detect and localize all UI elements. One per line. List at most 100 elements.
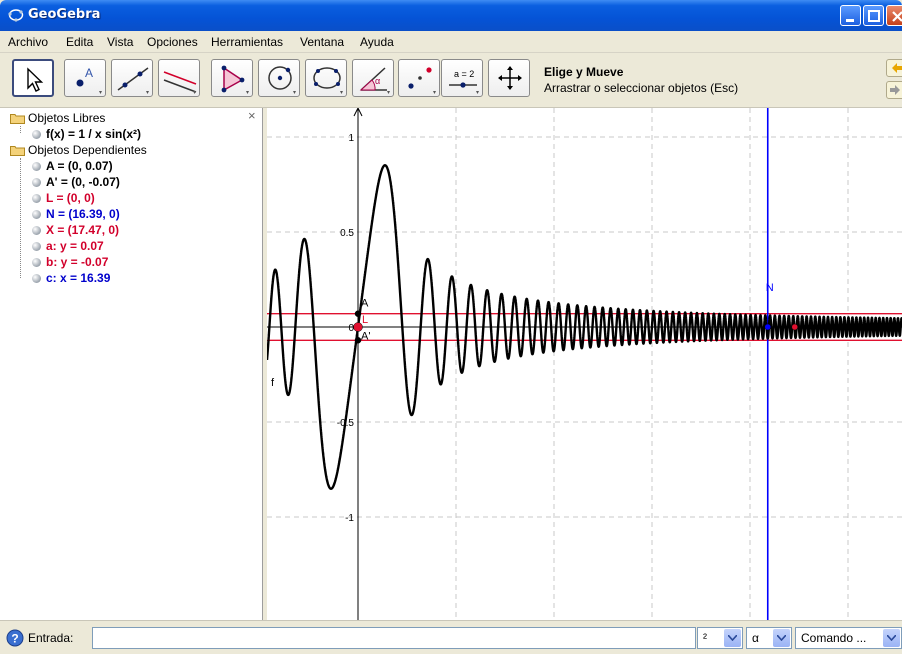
algebra-view: × Objetos Libres f(x) = 1 / x sin(x²) Ob… bbox=[0, 108, 263, 620]
undo-button[interactable] bbox=[886, 59, 902, 77]
polygon-icon bbox=[221, 65, 249, 94]
move-graphics-view-icon bbox=[498, 66, 522, 90]
new-point-icon: A bbox=[76, 66, 102, 94]
point-L[interactable] bbox=[353, 322, 363, 332]
visibility-toggle-icon[interactable] bbox=[32, 242, 41, 251]
y-axis-arrow bbox=[353, 108, 363, 117]
maximize-button[interactable] bbox=[863, 5, 884, 26]
tree-connector bbox=[20, 126, 21, 133]
algebra-item-label: N = (16.39, 0) bbox=[46, 207, 120, 221]
algebra-item-label: L = (0, 0) bbox=[46, 191, 95, 205]
folder-label: Objetos Libres bbox=[28, 111, 106, 125]
geogebra-logo-icon bbox=[8, 9, 24, 22]
circle-center-point-icon bbox=[268, 66, 296, 94]
function-f-curve[interactable] bbox=[267, 164, 902, 490]
greek-symbol-dropdown[interactable]: α bbox=[746, 627, 792, 649]
tool-reflect[interactable] bbox=[398, 59, 440, 97]
dropdown-arrow[interactable] bbox=[883, 629, 900, 647]
tool-line[interactable] bbox=[111, 59, 153, 97]
menu-ayuda[interactable]: Ayuda bbox=[360, 35, 394, 49]
algebra-item-label: a: y = 0.07 bbox=[46, 239, 104, 253]
tool-circle[interactable] bbox=[258, 59, 300, 97]
tool-slider[interactable]: a = 2 bbox=[441, 59, 483, 97]
visibility-toggle-icon[interactable] bbox=[32, 194, 41, 203]
tree-connector bbox=[20, 158, 21, 278]
visibility-toggle-icon[interactable] bbox=[32, 226, 41, 235]
input-field[interactable] bbox=[92, 627, 696, 649]
menu-herramientas[interactable]: Herramientas bbox=[211, 35, 284, 49]
command-value: Comando ... bbox=[801, 631, 867, 645]
svg-text:?: ? bbox=[11, 632, 18, 646]
visibility-toggle-icon[interactable] bbox=[32, 274, 41, 283]
chevron-down-icon bbox=[887, 635, 896, 641]
command-dropdown[interactable]: Comando ... bbox=[795, 627, 902, 649]
point-A[interactable] bbox=[354, 310, 362, 317]
menu-vista[interactable]: Vista bbox=[107, 35, 134, 49]
input-bar: ? Entrada: ² α Comando ... bbox=[0, 620, 902, 654]
svg-text:a = 2: a = 2 bbox=[454, 69, 474, 79]
point-A-prime-label: A' bbox=[361, 330, 370, 342]
menu-ventana[interactable]: Ventana bbox=[300, 35, 345, 49]
graphics-canvas[interactable]: 1 0.5 0 -0.5 -1 f A A' L N bbox=[267, 108, 902, 620]
visibility-toggle-icon[interactable] bbox=[32, 178, 41, 187]
point-N-label: N bbox=[766, 282, 774, 294]
dropdown-arrow[interactable] bbox=[773, 629, 790, 647]
menu-archivo[interactable]: Archivo bbox=[8, 35, 49, 49]
redo-icon bbox=[890, 85, 900, 95]
y-tick-label: 0.5 bbox=[340, 228, 354, 239]
angle-icon: α bbox=[359, 67, 390, 94]
help-icon[interactable]: ? bbox=[6, 629, 24, 647]
redo-button[interactable] bbox=[886, 81, 902, 99]
input-label: Entrada: bbox=[28, 631, 74, 645]
tool-tip-title: Elige y Mueve bbox=[544, 65, 624, 79]
menu-edita[interactable]: Edita bbox=[66, 35, 94, 49]
move-arrow-icon bbox=[27, 67, 44, 92]
visibility-toggle-icon[interactable] bbox=[32, 162, 41, 171]
dropdown-arrow[interactable] bbox=[724, 629, 741, 647]
axes bbox=[267, 108, 902, 620]
close-icon bbox=[892, 11, 902, 22]
grid bbox=[267, 108, 902, 620]
folder-icon bbox=[10, 146, 25, 156]
algebra-close-button[interactable]: × bbox=[248, 108, 256, 123]
power-symbol-dropdown[interactable]: ² bbox=[697, 627, 743, 649]
title-bar: GeoGebra bbox=[0, 0, 902, 31]
point-A-prime[interactable] bbox=[354, 337, 362, 344]
graphics-view[interactable]: 1 0.5 0 -0.5 -1 f A A' L N bbox=[267, 108, 902, 620]
point-N[interactable] bbox=[764, 323, 771, 331]
tool-point[interactable]: A bbox=[64, 59, 106, 97]
toolbar: A α a = 2 Elige y Mueve Arrastrar o bbox=[0, 53, 902, 108]
menu-opciones[interactable]: Opciones bbox=[147, 35, 198, 49]
tool-polygon[interactable] bbox=[211, 59, 253, 97]
conic-through-five-points-icon bbox=[313, 67, 343, 94]
visibility-toggle-icon[interactable] bbox=[32, 258, 41, 267]
algebra-item-label: c: x = 16.39 bbox=[46, 271, 111, 285]
tool-move-graphics[interactable] bbox=[488, 59, 530, 97]
visibility-toggle-icon[interactable] bbox=[32, 130, 41, 139]
power-symbol-value: ² bbox=[703, 631, 707, 645]
point-L-label: L bbox=[362, 314, 368, 326]
visibility-toggle-icon[interactable] bbox=[32, 210, 41, 219]
algebra-item-label: A' = (0, -0.07) bbox=[46, 175, 120, 189]
undo-icon bbox=[892, 63, 902, 73]
chevron-down-icon bbox=[728, 635, 737, 641]
window-title: GeoGebra bbox=[28, 7, 101, 22]
y-tick-label: 1 bbox=[348, 133, 354, 144]
algebra-item-label: f(x) = 1 / x sin(x²) bbox=[46, 127, 142, 141]
minimize-button[interactable] bbox=[840, 5, 861, 26]
maximize-icon bbox=[868, 10, 880, 22]
perpendicular-line-icon bbox=[163, 71, 197, 94]
close-button[interactable] bbox=[886, 5, 902, 26]
point-X[interactable] bbox=[791, 323, 798, 331]
folder-label: Objetos Dependientes bbox=[28, 143, 147, 157]
algebra-item-label: X = (17.47, 0) bbox=[46, 223, 120, 237]
tool-perpendicular[interactable] bbox=[158, 59, 200, 97]
line-through-two-points-icon bbox=[117, 67, 149, 94]
point-A-label: A bbox=[361, 298, 369, 310]
tool-move[interactable] bbox=[12, 59, 54, 97]
algebra-item-label: A = (0, 0.07) bbox=[46, 159, 113, 173]
tool-conic[interactable] bbox=[305, 59, 347, 97]
y-tick-label: 0 bbox=[348, 323, 354, 334]
tool-angle[interactable]: α bbox=[352, 59, 394, 97]
